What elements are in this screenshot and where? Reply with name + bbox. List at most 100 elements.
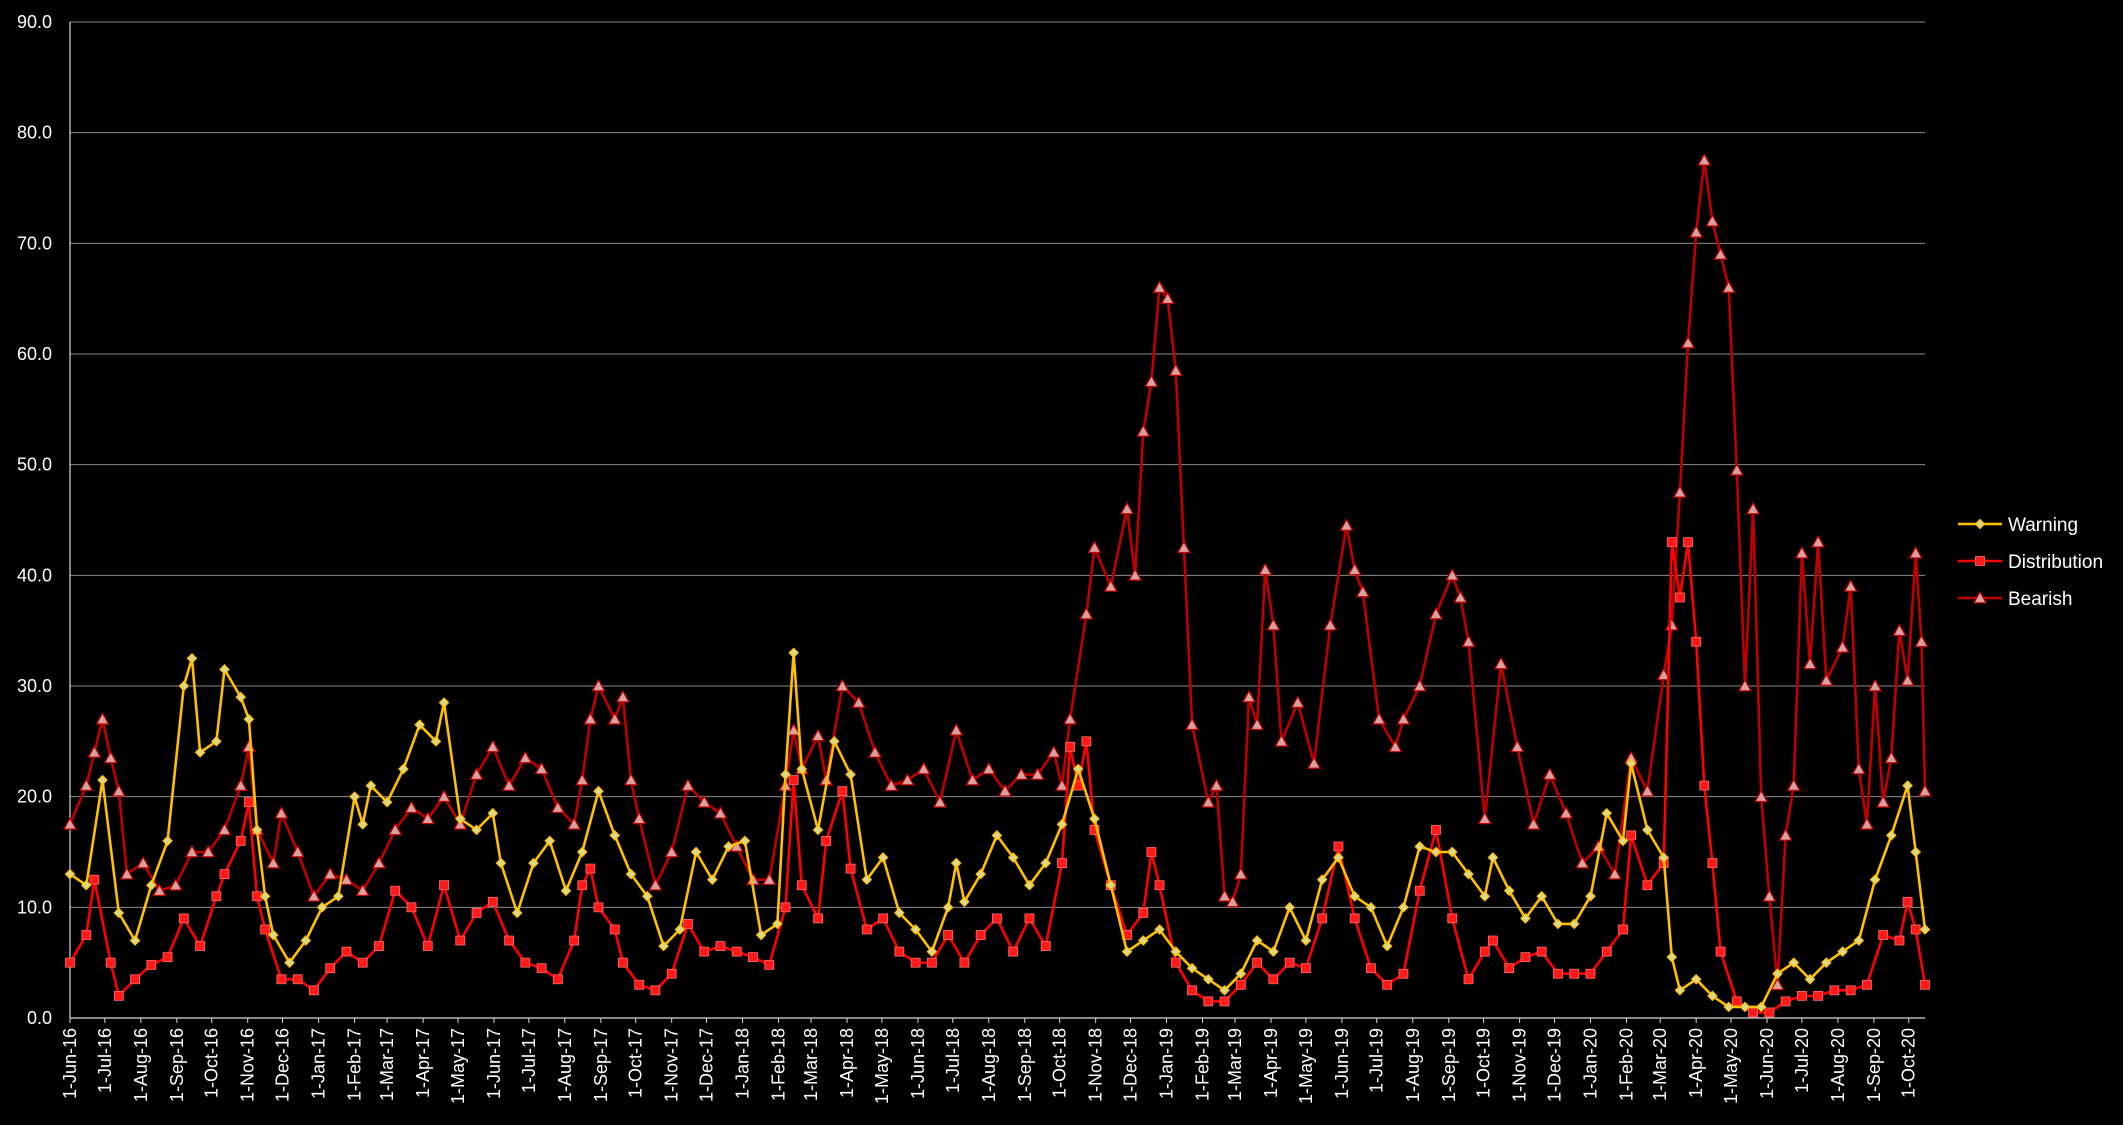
x-tick-label: 1-Feb-18 bbox=[769, 1028, 789, 1101]
data-point-bearish bbox=[1428, 606, 1444, 620]
data-point-distribution bbox=[1731, 996, 1742, 1007]
data-point-distribution bbox=[1488, 935, 1498, 946]
series-line-warning bbox=[69, 651, 1927, 1009]
data-point-bearish bbox=[136, 855, 151, 869]
data-point-warning bbox=[219, 664, 230, 675]
data-point-distribution bbox=[943, 930, 954, 940]
data-point-distribution bbox=[1219, 996, 1230, 1007]
data-point-warning bbox=[284, 957, 295, 969]
data-point-warning bbox=[64, 868, 76, 880]
data-point-distribution bbox=[813, 913, 823, 924]
data-point-warning bbox=[1186, 962, 1198, 974]
data-point-distribution bbox=[1504, 963, 1515, 974]
x-tick-label: 1-Apr-20 bbox=[1686, 1028, 1706, 1098]
data-point-bearish bbox=[1689, 225, 1704, 238]
data-point-bearish bbox=[290, 844, 305, 858]
data-point-bearish bbox=[1819, 673, 1834, 686]
data-point-warning bbox=[1268, 946, 1279, 957]
data-point-warning bbox=[1625, 758, 1637, 769]
data-point-warning bbox=[1755, 1001, 1767, 1013]
data-point-warning bbox=[1885, 830, 1897, 841]
data-point-bearish bbox=[949, 723, 964, 736]
x-tick-label: 1-May-17 bbox=[448, 1028, 468, 1104]
x-tick-label: 1-Mar-17 bbox=[377, 1028, 397, 1101]
data-point-bearish bbox=[1347, 562, 1362, 576]
data-point-distribution bbox=[1691, 636, 1702, 647]
data-point-warning bbox=[316, 901, 328, 913]
data-point-distribution bbox=[1618, 924, 1628, 935]
data-point-distribution bbox=[683, 919, 693, 929]
data-point-distribution bbox=[1203, 996, 1214, 1007]
data-point-distribution bbox=[422, 941, 433, 951]
data-point-warning bbox=[942, 901, 954, 913]
data-point-warning bbox=[129, 935, 141, 946]
x-tick-label: 1-Apr-17 bbox=[413, 1028, 433, 1098]
data-point-warning bbox=[1381, 940, 1393, 952]
data-point-bearish bbox=[811, 728, 826, 742]
data-point-distribution bbox=[1333, 841, 1344, 852]
y-tick-label: 60.0 bbox=[17, 344, 52, 364]
data-point-distribution bbox=[1683, 537, 1693, 548]
data-point-distribution bbox=[105, 957, 116, 968]
data-point-bearish bbox=[1290, 695, 1305, 709]
legend-marker-warning bbox=[1974, 518, 1986, 530]
data-point-bearish bbox=[697, 794, 712, 808]
data-point-distribution bbox=[878, 913, 888, 924]
data-point-bearish bbox=[1079, 606, 1094, 620]
data-point-bearish bbox=[1128, 568, 1143, 581]
data-point-warning bbox=[926, 946, 938, 957]
data-point-warning bbox=[1024, 879, 1035, 891]
data-point-warning bbox=[414, 719, 425, 731]
data-point-bearish bbox=[266, 855, 281, 869]
data-point-distribution bbox=[1398, 968, 1409, 979]
data-point-distribution bbox=[1300, 963, 1311, 974]
data-point-distribution bbox=[357, 957, 368, 968]
data-point-bearish bbox=[1372, 711, 1387, 725]
x-tick-label: 1-Nov-16 bbox=[238, 1028, 258, 1102]
data-point-warning bbox=[1479, 890, 1491, 902]
x-tick-label: 1-Nov-18 bbox=[1086, 1028, 1106, 1102]
data-point-distribution bbox=[1813, 990, 1824, 1001]
data-point-warning bbox=[80, 879, 92, 891]
data-point-warning bbox=[910, 924, 921, 935]
x-tick-label: 1-Jul-20 bbox=[1792, 1028, 1812, 1093]
data-point-warning bbox=[690, 846, 702, 858]
data-point-warning bbox=[877, 852, 889, 863]
data-point-distribution bbox=[585, 863, 596, 874]
data-point-warning bbox=[1536, 890, 1548, 902]
data-point-bearish bbox=[1087, 540, 1102, 554]
data-point-bearish bbox=[420, 811, 435, 825]
data-point-distribution bbox=[910, 957, 921, 968]
data-point-warning bbox=[739, 835, 751, 847]
data-point-distribution bbox=[1366, 963, 1376, 974]
data-point-bearish bbox=[1876, 794, 1891, 808]
data-point-bearish bbox=[1144, 374, 1159, 388]
data-point-distribution bbox=[1146, 847, 1157, 857]
data-point-bearish bbox=[437, 789, 452, 803]
x-tick-label: 1-Apr-18 bbox=[837, 1028, 857, 1098]
data-point-bearish bbox=[502, 778, 517, 792]
data-point-warning bbox=[1007, 852, 1019, 863]
data-point-warning bbox=[162, 835, 173, 847]
data-point-distribution bbox=[1154, 880, 1165, 891]
data-point-distribution bbox=[861, 924, 872, 935]
y-tick-label: 30.0 bbox=[17, 676, 52, 696]
data-point-bearish bbox=[1892, 623, 1907, 637]
x-tick-label: 1-Aug-20 bbox=[1828, 1028, 1848, 1102]
data-point-distribution bbox=[1920, 979, 1930, 990]
data-point-warning bbox=[1820, 957, 1832, 969]
data-point-bearish bbox=[550, 800, 565, 814]
data-point-warning bbox=[560, 885, 572, 897]
data-point-bearish bbox=[95, 711, 110, 725]
data-point-bearish bbox=[1136, 424, 1151, 437]
y-tick-label: 20.0 bbox=[17, 787, 52, 807]
data-point-bearish bbox=[981, 761, 996, 775]
data-point-warning bbox=[1772, 968, 1783, 980]
data-point-bearish bbox=[884, 778, 899, 792]
x-tick-label: 1-Aug-18 bbox=[979, 1028, 999, 1102]
legend-marker-bearish bbox=[1972, 590, 1988, 604]
x-tick-label: 1-May-20 bbox=[1721, 1028, 1741, 1104]
data-point-warning bbox=[300, 935, 312, 946]
data-point-warning bbox=[1316, 874, 1328, 886]
